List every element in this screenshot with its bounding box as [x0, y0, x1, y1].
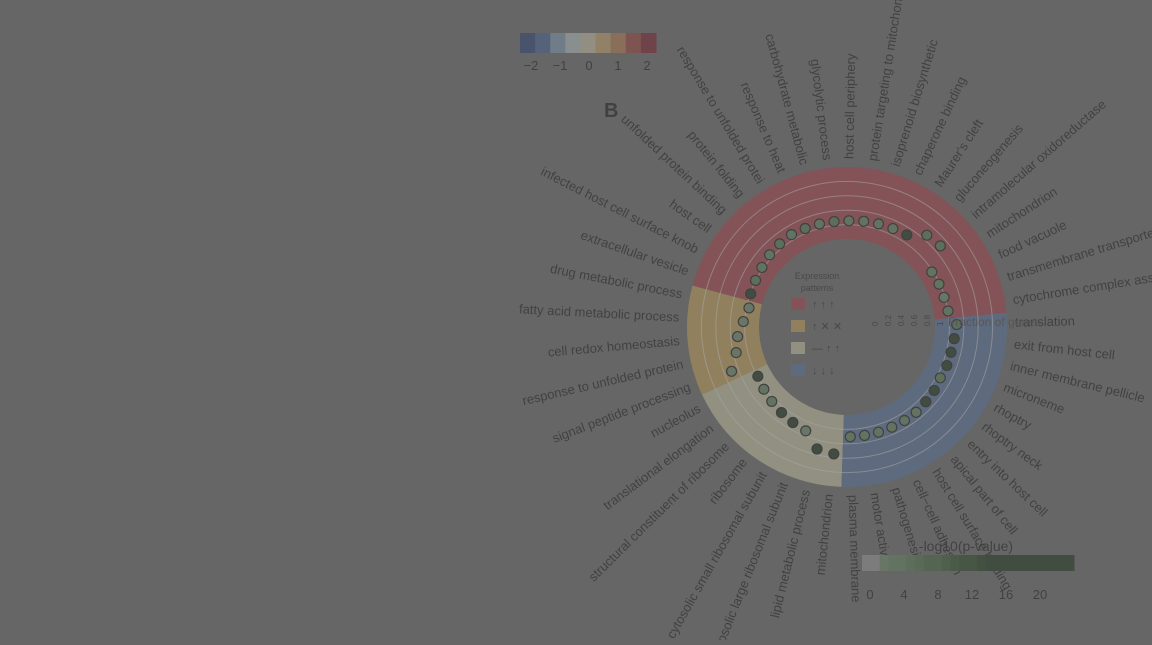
figure-canvas: −2−1012 B extracellular vesicleinfected … [0, 0, 1152, 645]
dim-overlay [0, 0, 1152, 640]
circular-enrichment-chart: −2−1012 B extracellular vesicleinfected … [0, 0, 1152, 645]
